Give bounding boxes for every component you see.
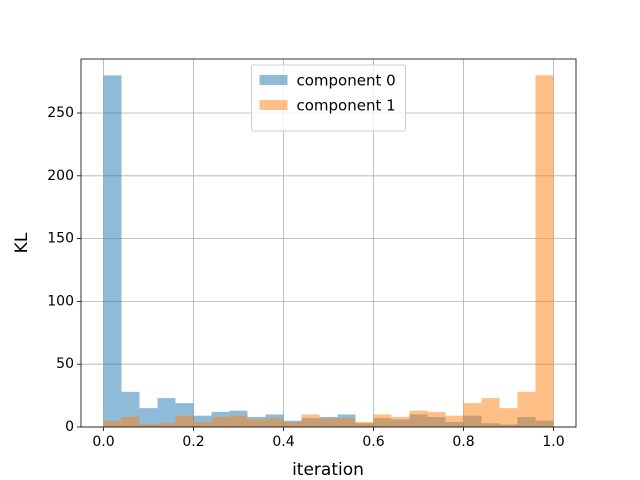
bar (355, 421, 374, 427)
bar (193, 415, 212, 427)
bar (121, 416, 140, 427)
legend-swatch (259, 100, 288, 110)
y-tick-label: 50 (56, 356, 74, 372)
x-tick-label: 0.4 (272, 434, 294, 450)
bar (499, 408, 518, 427)
x-tick-label: 0.0 (92, 434, 114, 450)
bar (211, 416, 230, 427)
bar (373, 414, 392, 427)
bar (427, 411, 446, 427)
bar (481, 398, 500, 427)
bar (337, 418, 356, 427)
y-axis-label: KL (12, 232, 32, 253)
legend-box (251, 64, 406, 132)
bar (103, 420, 122, 427)
axes-frame (80, 58, 577, 428)
x-tick-label: 0.8 (452, 434, 474, 450)
y-tick-label: 0 (65, 419, 74, 435)
y-tick-label: 200 (47, 168, 74, 184)
x-tick-label: 0.6 (362, 434, 384, 450)
bar (445, 415, 464, 427)
bar (319, 418, 338, 427)
bar (139, 424, 158, 427)
legend-swatch (259, 75, 288, 85)
bar (517, 391, 536, 427)
bar (301, 414, 320, 427)
y-tick-label: 150 (47, 231, 74, 247)
x-axis-label: iteration (292, 460, 364, 480)
bar (283, 421, 302, 427)
bar (139, 408, 158, 427)
bar (157, 423, 176, 427)
x-tick-label: 0.2 (182, 434, 204, 450)
bar (535, 75, 554, 428)
legend-label: component 0 (297, 72, 396, 90)
bar (229, 415, 248, 427)
x-tick-label: 1.0 (542, 434, 564, 450)
bar (391, 416, 410, 427)
y-tick-label: 250 (47, 105, 74, 121)
bar (409, 410, 428, 427)
bar (247, 419, 266, 427)
bar (103, 75, 122, 428)
y-tick-label: 100 (47, 293, 74, 309)
legend-label: component 1 (297, 97, 396, 115)
bar (175, 415, 194, 427)
bar (265, 418, 284, 427)
bar (157, 398, 176, 427)
bar (193, 421, 212, 427)
bar (463, 403, 482, 427)
